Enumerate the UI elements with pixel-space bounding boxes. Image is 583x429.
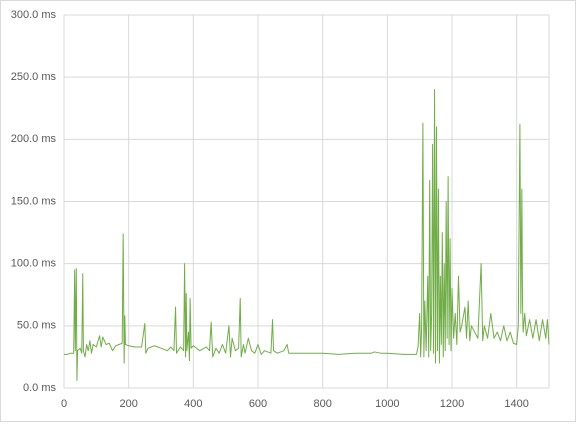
- y-tick-label: 0.0 ms: [23, 382, 57, 394]
- y-tick-label: 50.0 ms: [17, 320, 57, 332]
- y-tick-label: 100.0 ms: [11, 258, 57, 270]
- x-tick-label: 600: [249, 398, 267, 410]
- x-tick-label: 800: [313, 398, 331, 410]
- x-tick-label: 200: [119, 398, 137, 410]
- y-tick-label: 300.0 ms: [11, 9, 57, 21]
- x-tick-label: 1200: [440, 398, 464, 410]
- x-tick-label: 0: [61, 398, 67, 410]
- x-tick-label: 1400: [504, 398, 528, 410]
- data-line: [64, 89, 550, 382]
- y-tick-label: 150.0 ms: [11, 195, 57, 207]
- y-tick-label: 250.0 ms: [11, 71, 57, 83]
- x-tick-label: 1000: [375, 398, 399, 410]
- chart-frame: [0, 0, 576, 422]
- y-tick-label: 200.0 ms: [11, 133, 57, 145]
- x-tick-label: 400: [184, 398, 202, 410]
